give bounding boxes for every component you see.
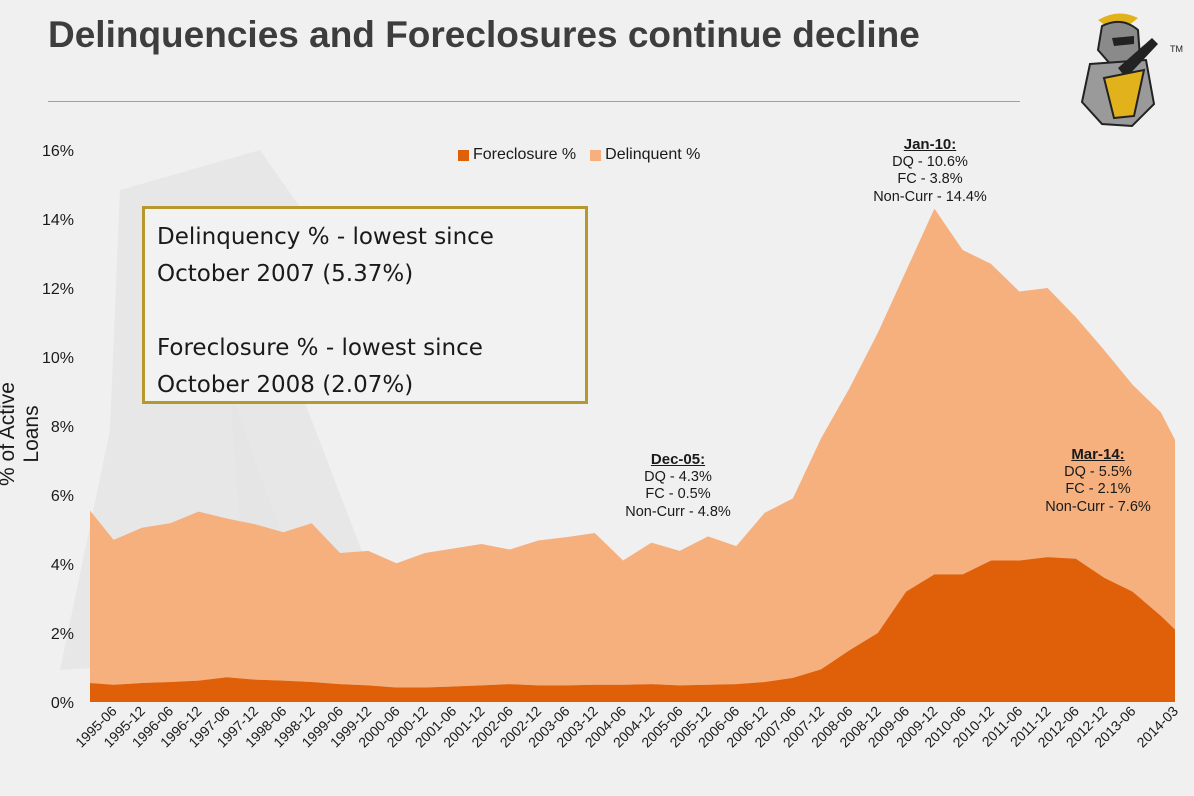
y-tick-label: 2% bbox=[51, 626, 74, 643]
annotation-line: DQ - 4.3% bbox=[644, 468, 712, 485]
note-line: Foreclosure % - lowest since bbox=[157, 335, 483, 361]
y-axis-label: % of Active Loans bbox=[0, 382, 43, 486]
annotation-dec-05: Dec-05: DQ - 4.3% FC - 0.5% Non-Curr - 4… bbox=[598, 451, 758, 521]
knight-logo-icon: TM bbox=[1080, 13, 1183, 128]
y-tick-label: 10% bbox=[42, 350, 74, 367]
legend-item-foreclosure: Foreclosure % bbox=[458, 146, 576, 164]
note-line: October 2007 (5.37%) bbox=[157, 261, 414, 287]
delinquent-area bbox=[90, 208, 1175, 688]
annotation-line: FC - 2.1% bbox=[1065, 481, 1131, 497]
annotation-line: FC - 3.8% bbox=[897, 171, 963, 187]
annotation-line: FC - 0.5% bbox=[645, 486, 711, 502]
summary-note-box: Delinquency % - lowest since October 200… bbox=[142, 206, 588, 404]
y-tick-label: 12% bbox=[42, 281, 74, 298]
annotation-line: Non-Curr - 14.4% bbox=[873, 188, 987, 205]
y-tick-label: 6% bbox=[51, 488, 74, 505]
title-divider bbox=[48, 101, 1020, 102]
legend-label-delinquent: Delinquent % bbox=[605, 146, 701, 163]
annotation-heading: Mar-14: bbox=[1071, 446, 1125, 463]
legend-swatch-delinquent bbox=[590, 149, 602, 161]
annotation-jan-10: Jan-10: DQ - 10.6% FC - 3.8% Non-Curr - … bbox=[850, 136, 1010, 206]
annotation-line: Non-Curr - 7.6% bbox=[1045, 498, 1151, 515]
y-tick-label: 4% bbox=[51, 557, 74, 574]
note-line: Delinquency % - lowest since bbox=[157, 224, 494, 250]
annotation-mar-14: Mar-14: DQ - 5.5% FC - 2.1% Non-Curr - 7… bbox=[1018, 446, 1178, 516]
y-tick-label: 16% bbox=[42, 143, 74, 160]
annotation-line: DQ - 10.6% bbox=[892, 153, 968, 170]
y-tick-label: 0% bbox=[51, 695, 74, 712]
note-line: October 2008 (2.07%) bbox=[157, 372, 414, 398]
legend-item-delinquent: Delinquent % bbox=[590, 146, 700, 164]
chart-legend: Foreclosure % Delinquent % bbox=[458, 146, 700, 164]
x-tick-label: 2014-03 bbox=[1133, 703, 1181, 751]
annotation-line: DQ - 5.5% bbox=[1064, 463, 1132, 480]
y-tick-label: 8% bbox=[51, 419, 74, 436]
annotation-line: Non-Curr - 4.8% bbox=[625, 503, 731, 520]
y-tick-label: 14% bbox=[42, 212, 74, 229]
annotation-heading: Jan-10: bbox=[903, 136, 957, 153]
foreclosure-area bbox=[90, 557, 1175, 702]
page-title: Delinquencies and Foreclosures continue … bbox=[48, 14, 920, 55]
legend-label-foreclosure: Foreclosure % bbox=[473, 146, 577, 163]
svg-text:TM: TM bbox=[1170, 44, 1183, 54]
legend-swatch-foreclosure bbox=[458, 149, 469, 161]
annotation-heading: Dec-05: bbox=[650, 451, 706, 468]
